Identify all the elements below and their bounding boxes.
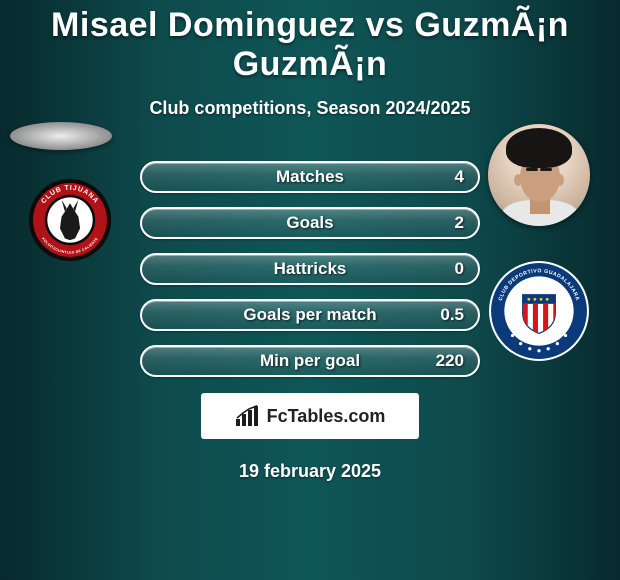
stat-value: 0.5	[440, 305, 464, 325]
brand-badge: FcTables.com	[201, 393, 419, 439]
brand-text: FcTables.com	[267, 406, 386, 427]
stat-label: Goals per match	[142, 305, 478, 325]
club-badge-right: CLUB DEPORTIVO GUADALAJARA	[488, 260, 590, 362]
stat-value: 220	[436, 351, 464, 371]
stat-pill: Hattricks 0	[140, 253, 480, 285]
club-badge-left: CLUB TIJUANA XOLOITZCUINTLES DE CALIENTE	[28, 178, 112, 262]
stat-pill-list: Matches 4 Goals 2 Hattricks 0 Goals per …	[140, 161, 480, 377]
bars-icon	[235, 405, 261, 427]
stat-label: Hattricks	[142, 259, 478, 279]
stat-value: 2	[455, 213, 464, 233]
subtitle: Club competitions, Season 2024/2025	[0, 98, 620, 119]
stat-label: Matches	[142, 167, 478, 187]
player-photo-right	[488, 124, 590, 226]
stat-label: Goals	[142, 213, 478, 233]
stat-label: Min per goal	[142, 351, 478, 371]
stat-pill: Goals per match 0.5	[140, 299, 480, 331]
stat-pill: Matches 4	[140, 161, 480, 193]
stat-pill: Min per goal 220	[140, 345, 480, 377]
player-photo-left-placeholder	[10, 122, 112, 150]
stat-value: 4	[455, 167, 464, 187]
date-text: 19 february 2025	[0, 461, 620, 482]
page-title: Misael Dominguez vs GuzmÃ¡n GuzmÃ¡n	[0, 0, 620, 84]
stat-pill: Goals 2	[140, 207, 480, 239]
stat-value: 0	[455, 259, 464, 279]
